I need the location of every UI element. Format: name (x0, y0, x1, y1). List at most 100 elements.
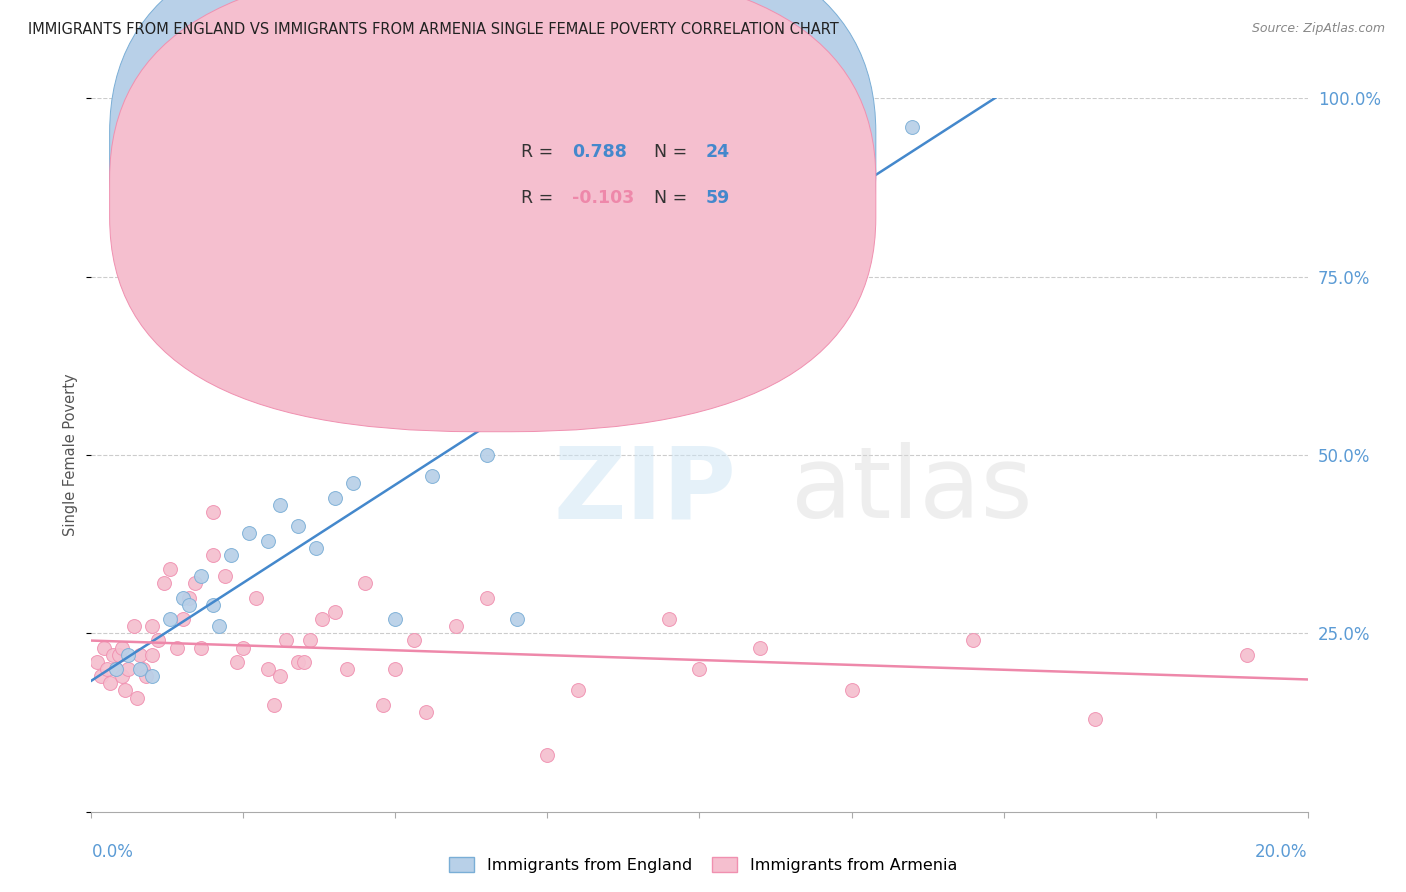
Point (166, 640, 188, 655)
Point (159, 562, 181, 576)
Point (658, 155, 681, 169)
Point (111, 640, 134, 655)
Point (299, 633, 322, 648)
Point (256, 662, 278, 676)
Point (232, 640, 254, 655)
Point (292, 655, 315, 669)
Point (135, 669, 157, 683)
Text: N =: N = (654, 143, 693, 161)
Point (208, 619, 231, 633)
Point (269, 669, 291, 683)
Point (172, 591, 194, 605)
Point (117, 662, 139, 676)
Point (305, 541, 328, 555)
Point (688, 662, 710, 676)
Point (901, 120, 924, 134)
Point (658, 612, 681, 626)
Point (287, 519, 309, 533)
Point (107, 648, 129, 662)
Point (475, 591, 498, 605)
FancyBboxPatch shape (110, 0, 876, 385)
Point (475, 448, 498, 462)
Point (311, 612, 333, 626)
Point (172, 612, 194, 626)
Point (336, 662, 359, 676)
Point (214, 569, 236, 583)
Point (219, 548, 242, 562)
Point (444, 619, 467, 633)
Point (93, 640, 115, 655)
Point (117, 648, 139, 662)
Point (98, 676, 121, 690)
Point (141, 648, 163, 662)
Point (373, 698, 395, 712)
Point (287, 655, 309, 669)
Point (114, 683, 136, 698)
Point (89, 669, 111, 683)
Point (129, 648, 152, 662)
Text: 24: 24 (706, 143, 730, 161)
Point (269, 498, 291, 512)
Point (129, 662, 152, 676)
Point (841, 683, 863, 698)
Point (245, 591, 267, 605)
Point (125, 690, 148, 705)
Point (86, 655, 108, 669)
Point (177, 591, 200, 605)
Point (132, 662, 155, 676)
Point (141, 619, 163, 633)
Text: R =: R = (520, 189, 558, 207)
Point (101, 648, 124, 662)
Text: IMMIGRANTS FROM ENGLAND VS IMMIGRANTS FROM ARMENIA SINGLE FEMALE POVERTY CORRELA: IMMIGRANTS FROM ENGLAND VS IMMIGRANTS FR… (28, 22, 839, 37)
Text: N =: N = (654, 189, 693, 207)
Point (323, 491, 346, 505)
Point (567, 683, 589, 698)
Point (749, 640, 772, 655)
Point (122, 619, 145, 633)
Point (342, 476, 364, 491)
Text: 0.788: 0.788 (572, 143, 627, 161)
Point (226, 655, 249, 669)
Point (159, 612, 181, 626)
Text: -0.103: -0.103 (572, 189, 634, 207)
Point (202, 598, 225, 612)
Point (202, 548, 225, 562)
Text: Source: ZipAtlas.com: Source: ZipAtlas.com (1251, 22, 1385, 36)
Point (384, 612, 406, 626)
Point (190, 569, 212, 583)
Point (238, 526, 260, 541)
Point (402, 633, 425, 648)
Point (256, 533, 278, 548)
FancyBboxPatch shape (463, 123, 785, 227)
Text: ZIP: ZIP (554, 442, 737, 539)
Text: 20.0%: 20.0% (1256, 843, 1308, 861)
Point (153, 576, 176, 591)
Legend: Immigrants from England, Immigrants from Armenia: Immigrants from England, Immigrants from… (443, 851, 963, 880)
Text: R =: R = (520, 143, 558, 161)
Point (190, 640, 212, 655)
Point (415, 705, 437, 719)
Y-axis label: Single Female Poverty: Single Female Poverty (63, 374, 79, 536)
Point (420, 469, 443, 483)
Point (104, 662, 127, 676)
Point (96, 662, 118, 676)
Text: atlas: atlas (790, 442, 1032, 539)
Text: 59: 59 (706, 189, 730, 207)
Point (536, 747, 558, 762)
Point (962, 633, 984, 648)
Point (506, 612, 529, 626)
Point (141, 669, 163, 683)
Point (354, 576, 377, 591)
Point (111, 669, 134, 683)
Point (184, 576, 207, 591)
Point (1236, 648, 1258, 662)
Point (202, 505, 225, 519)
Point (1084, 712, 1107, 726)
Point (263, 698, 285, 712)
Point (274, 633, 297, 648)
Point (104, 662, 127, 676)
Point (384, 662, 406, 676)
Point (323, 605, 346, 619)
Point (177, 598, 200, 612)
FancyBboxPatch shape (110, 0, 876, 432)
